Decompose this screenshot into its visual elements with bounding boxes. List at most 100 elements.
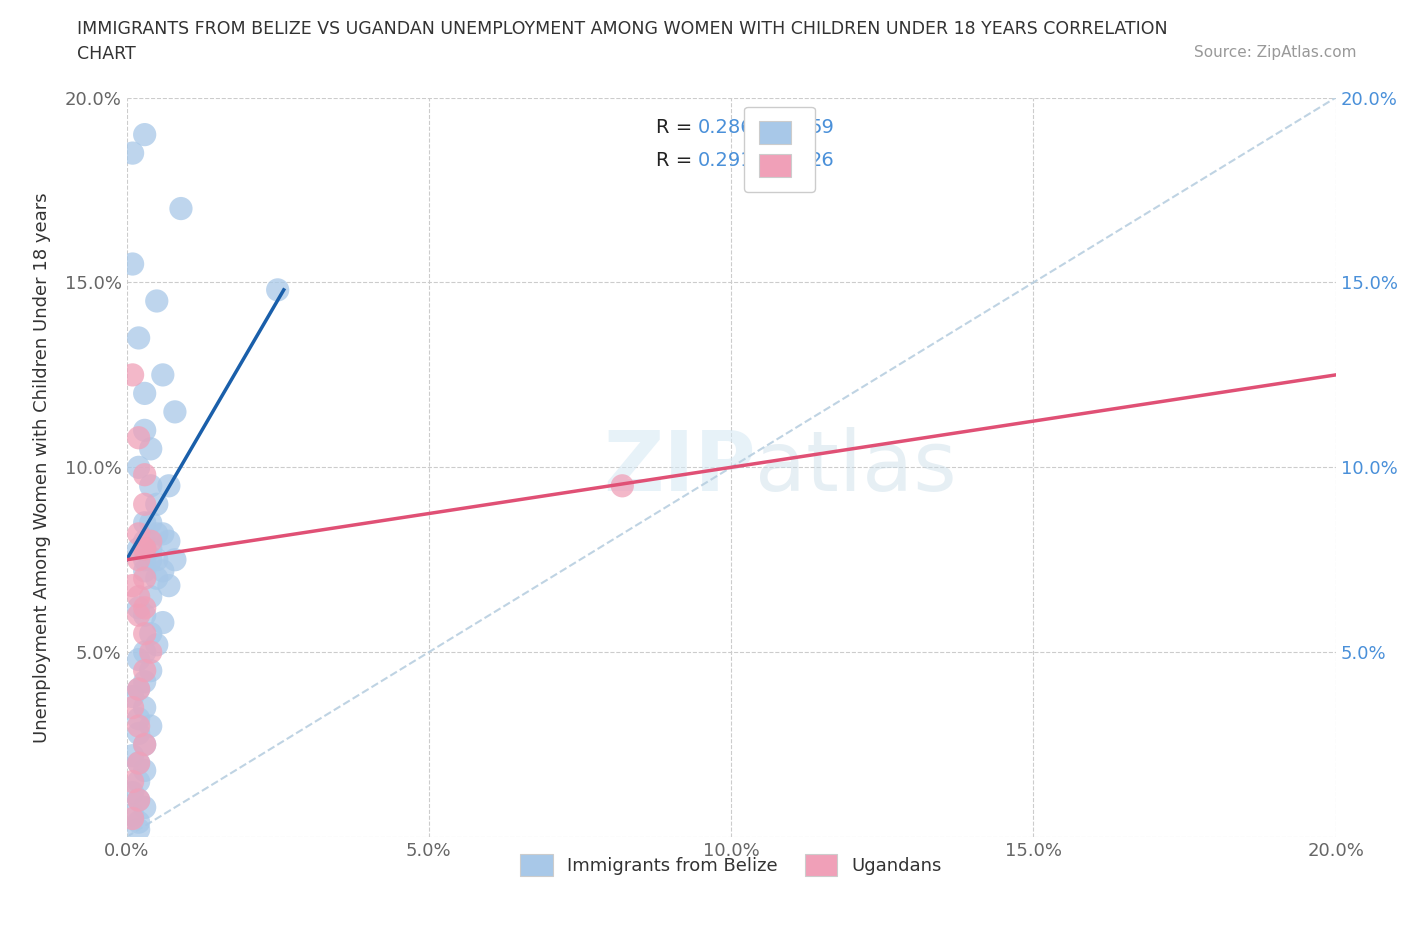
- Point: [121, 689, 143, 704]
- Y-axis label: Unemployment Among Women with Children Under 18 years: Unemployment Among Women with Children U…: [32, 192, 51, 743]
- Point: [134, 552, 156, 567]
- Point: [121, 700, 143, 715]
- Point: [128, 652, 150, 667]
- Point: [121, 811, 143, 826]
- Point: [267, 283, 290, 298]
- Point: [121, 807, 143, 822]
- Text: 0.291: 0.291: [697, 151, 752, 170]
- Point: [146, 294, 169, 309]
- Point: [134, 564, 156, 578]
- Point: [128, 541, 150, 556]
- Point: [134, 800, 156, 815]
- Text: N =: N =: [773, 118, 817, 137]
- Point: [121, 785, 143, 800]
- Point: [134, 663, 156, 678]
- Point: [134, 737, 156, 752]
- Point: [121, 578, 143, 593]
- Point: [152, 615, 174, 630]
- Point: [134, 127, 156, 142]
- Text: atlas: atlas: [755, 427, 957, 508]
- Point: [163, 405, 186, 419]
- Point: [134, 700, 156, 715]
- Point: [139, 719, 162, 734]
- Point: [139, 515, 162, 530]
- Point: [134, 763, 156, 777]
- Point: [128, 815, 150, 830]
- Text: N =: N =: [773, 151, 817, 170]
- Point: [139, 442, 162, 457]
- Text: CHART: CHART: [77, 45, 136, 62]
- Point: [121, 774, 143, 789]
- Point: [121, 257, 143, 272]
- Point: [139, 626, 162, 641]
- Legend: Immigrants from Belize, Ugandans: Immigrants from Belize, Ugandans: [513, 847, 949, 884]
- Point: [152, 367, 174, 382]
- Point: [139, 552, 162, 567]
- Point: [146, 571, 169, 586]
- Point: [134, 541, 156, 556]
- Point: [134, 608, 156, 623]
- Text: 26: 26: [810, 151, 835, 170]
- Point: [139, 541, 162, 556]
- Text: IMMIGRANTS FROM BELIZE VS UGANDAN UNEMPLOYMENT AMONG WOMEN WITH CHILDREN UNDER 1: IMMIGRANTS FROM BELIZE VS UGANDAN UNEMPL…: [77, 20, 1168, 38]
- Text: ZIP: ZIP: [603, 427, 755, 508]
- Point: [128, 431, 150, 445]
- Point: [152, 564, 174, 578]
- Text: R =: R =: [657, 118, 699, 137]
- Point: [139, 590, 162, 604]
- Point: [134, 515, 156, 530]
- Point: [128, 719, 150, 734]
- Point: [128, 330, 150, 345]
- Point: [128, 711, 150, 726]
- Point: [128, 682, 150, 697]
- Text: 0.286: 0.286: [697, 118, 752, 137]
- Point: [163, 552, 186, 567]
- Point: [128, 459, 150, 474]
- Point: [146, 552, 169, 567]
- Point: [128, 526, 150, 541]
- Point: [128, 755, 150, 770]
- Point: [128, 822, 150, 837]
- Point: [134, 571, 156, 586]
- Point: [139, 534, 162, 549]
- Point: [134, 601, 156, 616]
- Point: [157, 478, 180, 493]
- Point: [134, 737, 156, 752]
- Point: [139, 663, 162, 678]
- Point: [128, 774, 150, 789]
- Point: [139, 478, 162, 493]
- Point: [134, 541, 156, 556]
- Point: [121, 146, 143, 161]
- Point: [128, 792, 150, 807]
- Point: [128, 682, 150, 697]
- Point: [157, 534, 180, 549]
- Point: [139, 644, 162, 659]
- Point: [128, 601, 150, 616]
- Point: [134, 674, 156, 689]
- Point: [612, 478, 634, 493]
- Point: [128, 590, 150, 604]
- Point: [152, 526, 174, 541]
- Point: [128, 792, 150, 807]
- Point: [121, 749, 143, 764]
- Point: [146, 497, 169, 512]
- Point: [128, 726, 150, 741]
- Text: R =: R =: [657, 151, 699, 170]
- Point: [146, 526, 169, 541]
- Point: [134, 534, 156, 549]
- Point: [121, 367, 143, 382]
- Point: [128, 552, 150, 567]
- Point: [134, 386, 156, 401]
- Point: [134, 626, 156, 641]
- Point: [157, 578, 180, 593]
- Text: 59: 59: [810, 118, 835, 137]
- Point: [146, 637, 169, 652]
- Point: [128, 755, 150, 770]
- Point: [134, 467, 156, 482]
- Point: [134, 644, 156, 659]
- Text: Source: ZipAtlas.com: Source: ZipAtlas.com: [1194, 45, 1357, 60]
- Point: [170, 201, 193, 216]
- Point: [134, 423, 156, 438]
- Point: [128, 608, 150, 623]
- Point: [134, 497, 156, 512]
